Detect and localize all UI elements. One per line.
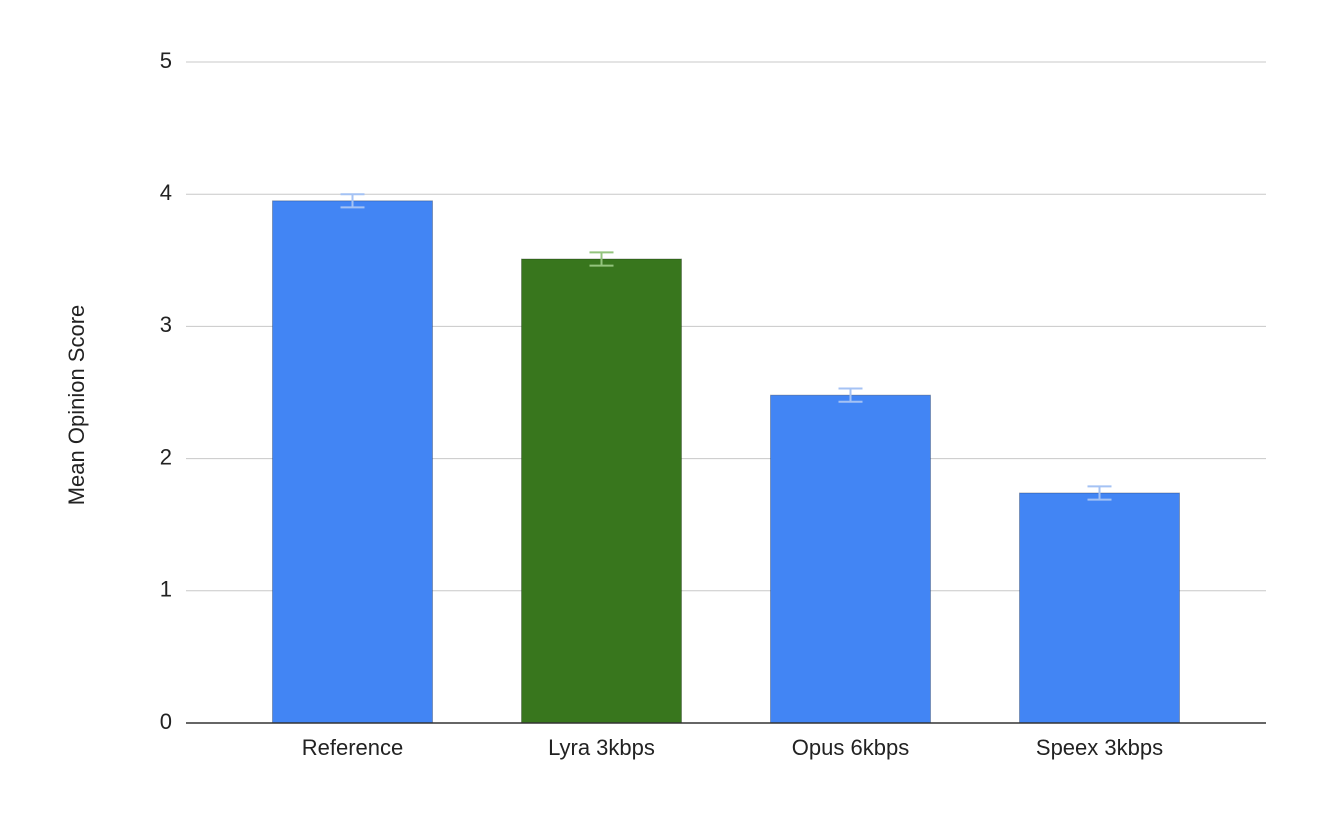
bar bbox=[272, 200, 433, 724]
bar bbox=[1019, 492, 1180, 724]
x-tick-label: Reference bbox=[302, 735, 404, 760]
error-bar bbox=[340, 193, 365, 209]
y-tick-label: 4 bbox=[160, 180, 172, 205]
y-tick-label: 2 bbox=[160, 444, 172, 469]
bar bbox=[770, 394, 931, 724]
y-tick-label: 1 bbox=[160, 577, 172, 602]
y-tick-label: 3 bbox=[160, 312, 172, 337]
error-bar bbox=[1087, 485, 1112, 501]
y-tick-label: 0 bbox=[160, 709, 172, 734]
x-tick-label: Opus 6kbps bbox=[792, 735, 909, 760]
bar bbox=[521, 258, 682, 724]
x-tick-label: Lyra 3kbps bbox=[548, 735, 655, 760]
y-axis-label: Mean Opinion Score bbox=[64, 305, 89, 506]
y-tick-label: 5 bbox=[160, 48, 172, 73]
error-bar bbox=[838, 387, 863, 403]
error-bar bbox=[589, 251, 614, 267]
x-tick-label: Speex 3kbps bbox=[1036, 735, 1163, 760]
